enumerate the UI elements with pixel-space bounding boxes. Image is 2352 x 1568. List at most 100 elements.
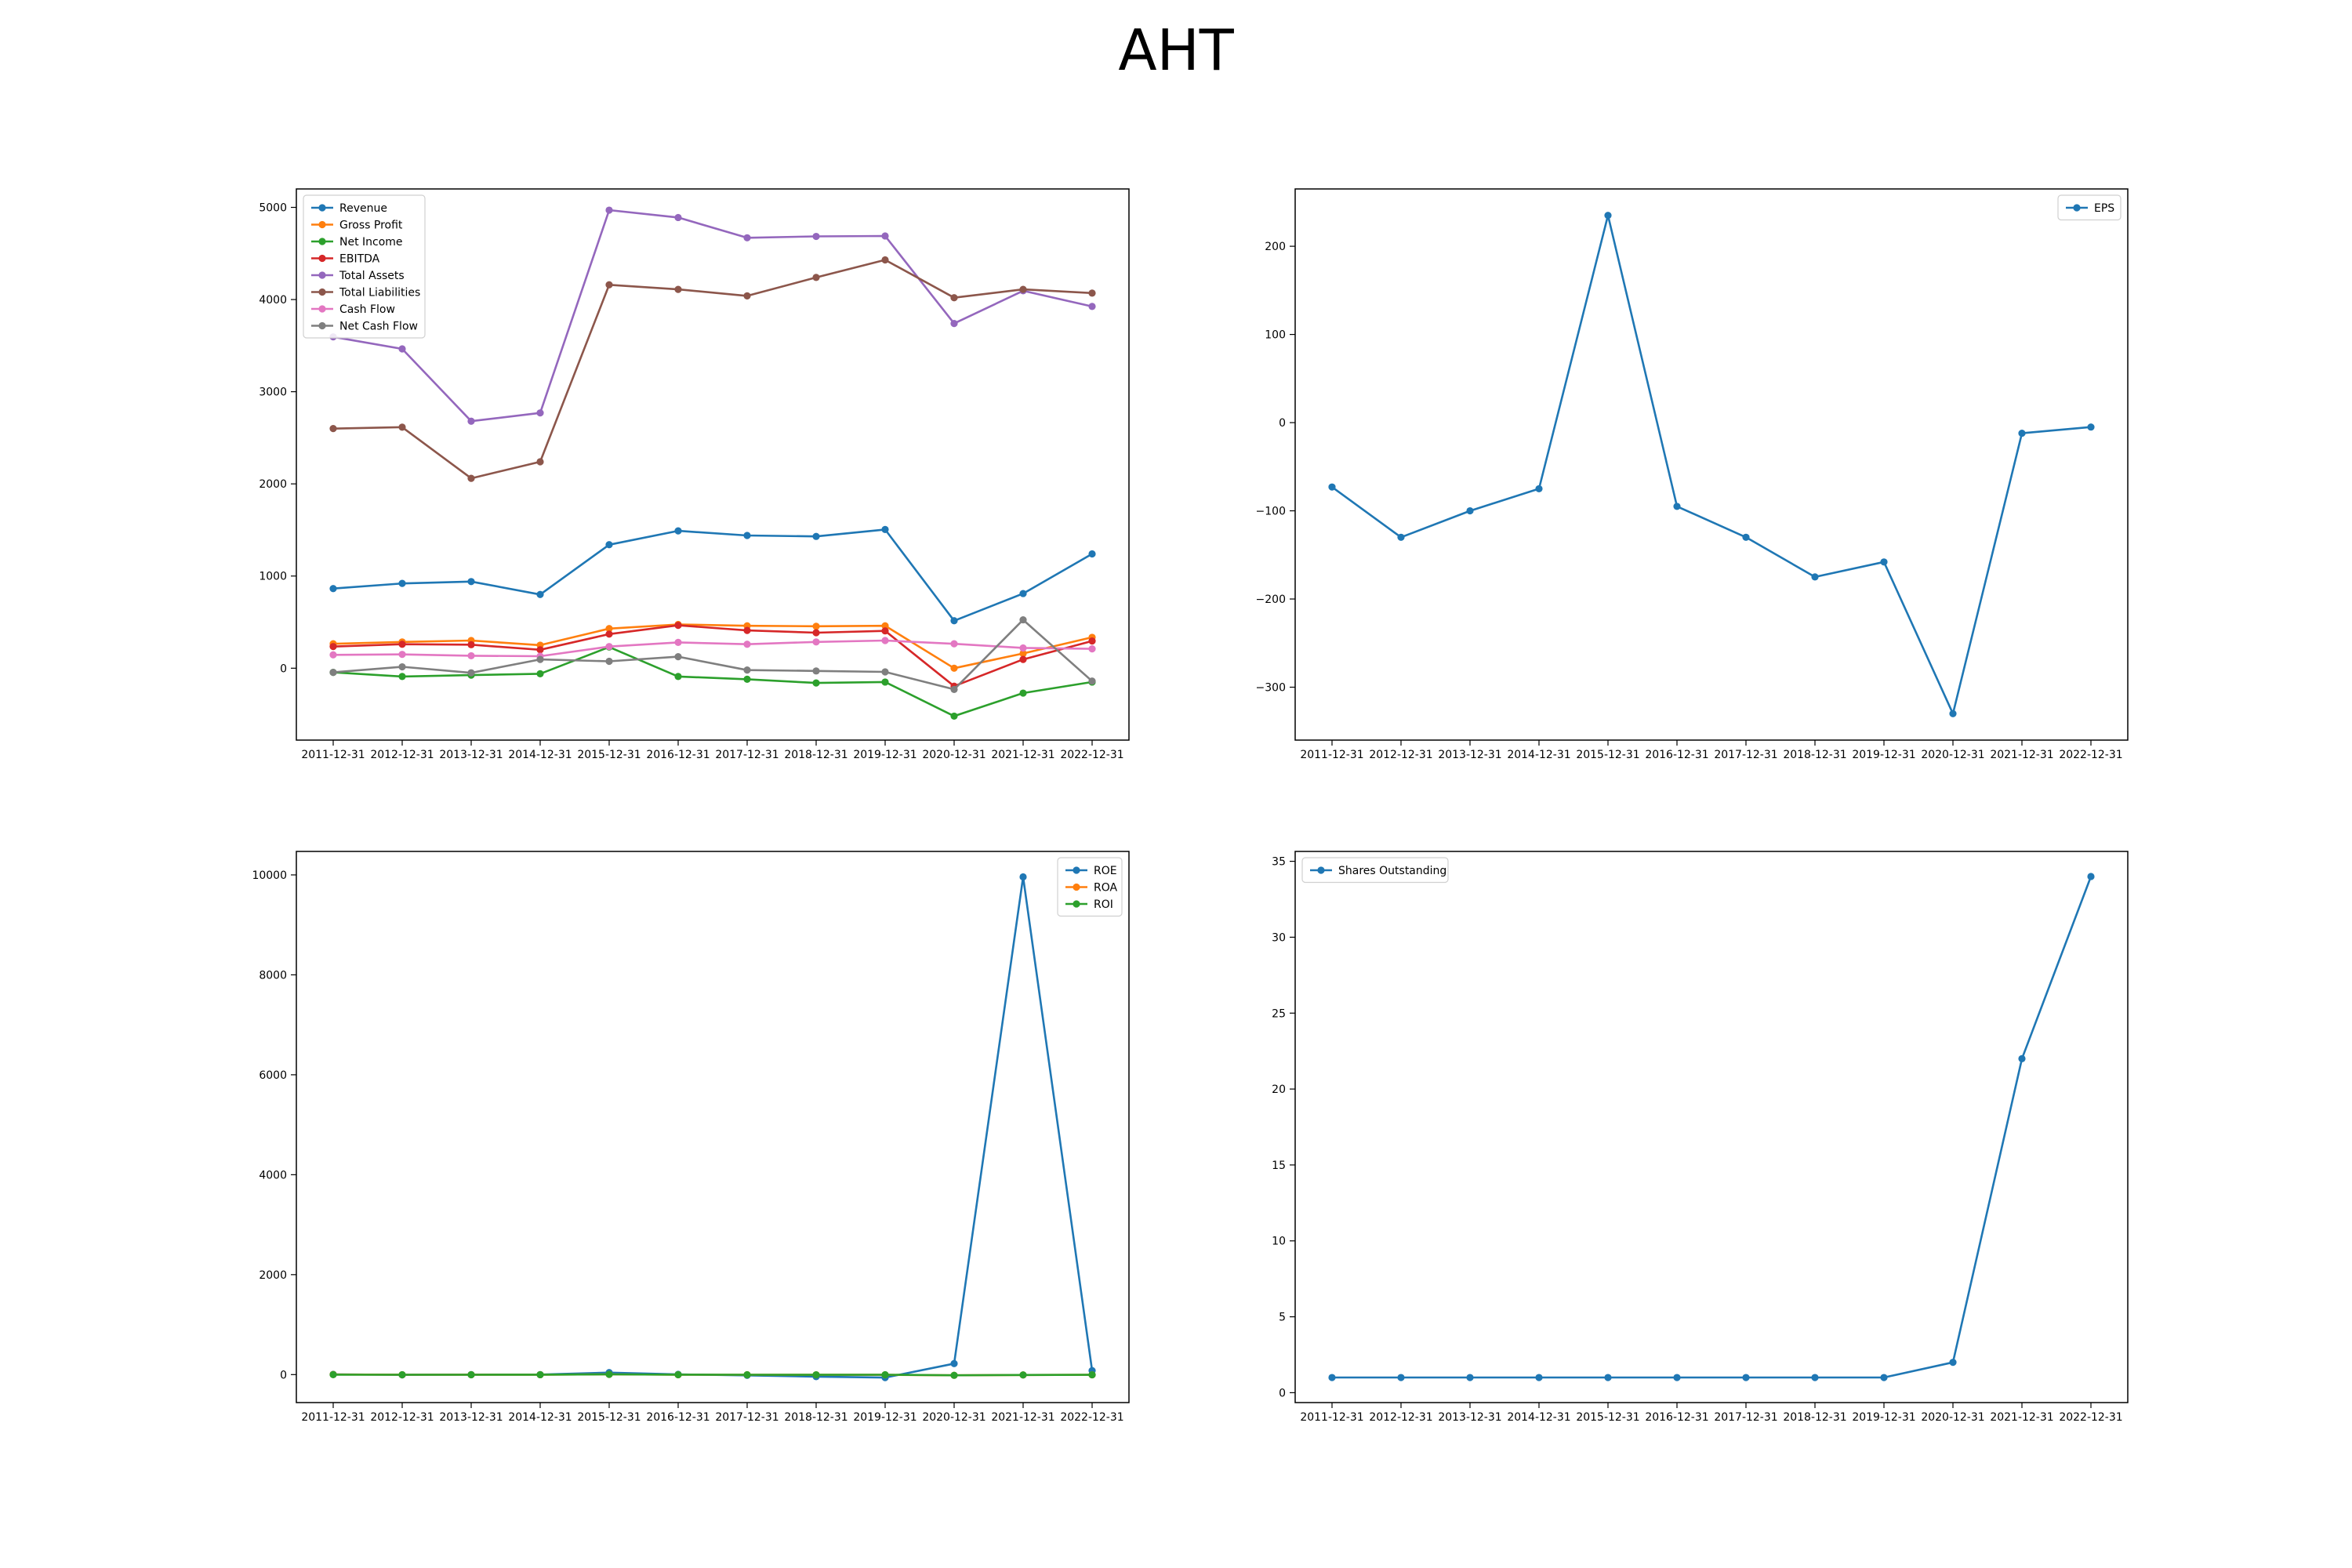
legend-marker — [318, 220, 326, 229]
legend-label: ROE — [1094, 865, 1117, 877]
data-point — [1604, 1374, 1612, 1381]
data-point — [812, 679, 820, 687]
x-tick-label: 2014-12-31 — [1507, 1411, 1570, 1424]
data-point — [467, 1370, 475, 1379]
data-point — [812, 638, 820, 646]
x-tick-label: 2019-12-31 — [853, 1411, 916, 1424]
y-tick-label: 5000 — [259, 202, 287, 215]
data-point — [605, 625, 613, 633]
series-total-assets — [329, 206, 1096, 425]
data-point — [398, 579, 406, 587]
y-tick-label: 10000 — [252, 869, 287, 882]
legend-label: ROI — [1094, 898, 1113, 911]
data-point — [329, 668, 337, 677]
data-point — [1535, 1374, 1543, 1381]
data-point — [881, 232, 889, 240]
x-tick-label: 2017-12-31 — [1714, 749, 1777, 761]
y-tick-label: −100 — [1256, 506, 1286, 518]
x-tick-label: 2016-12-31 — [646, 1411, 710, 1424]
y-tick-label: 1000 — [259, 571, 287, 583]
legend-marker — [1073, 883, 1080, 891]
legend-box — [1301, 857, 1449, 884]
data-point — [1466, 1374, 1474, 1381]
y-tick-label: 0 — [280, 1369, 287, 1381]
data-point — [674, 638, 682, 646]
data-point — [743, 292, 751, 299]
data-point — [467, 417, 475, 425]
x-tick-label: 2019-12-31 — [1852, 1411, 1915, 1424]
data-point — [674, 285, 682, 293]
data-point — [1949, 1359, 1957, 1367]
data-point — [467, 641, 475, 648]
data-point — [743, 675, 751, 684]
data-point — [881, 668, 889, 676]
series-total-liabilities — [329, 256, 1096, 482]
series-line — [1332, 876, 2092, 1379]
data-point — [1397, 533, 1405, 541]
data-point — [812, 667, 820, 675]
y-tick-label: 5 — [1279, 1312, 1286, 1324]
x-tick-label: 2018-12-31 — [1783, 1411, 1846, 1424]
series-line — [332, 209, 1093, 423]
legend-marker — [318, 321, 326, 330]
data-point — [1742, 533, 1750, 541]
data-point — [881, 1370, 889, 1379]
legend-label: Gross Profit — [339, 220, 403, 232]
x-tick-label: 2015-12-31 — [577, 749, 641, 761]
data-point — [743, 532, 751, 539]
y-tick-label: 100 — [1265, 329, 1286, 342]
data-point — [674, 1370, 682, 1379]
y-tick-label: 8000 — [259, 969, 287, 982]
data-point — [467, 669, 475, 677]
data-point — [1673, 1374, 1681, 1381]
data-point — [1328, 483, 1336, 491]
y-tick-label: 0 — [1279, 1387, 1286, 1399]
data-point — [1673, 503, 1681, 510]
chart-4: 2011-12-31 2012-12-31 2013-12-31 2014-12-31… — [1272, 851, 2129, 1424]
x-tick-label: 2020-12-31 — [922, 749, 985, 761]
series-roe — [329, 873, 1096, 1381]
data-point — [1535, 485, 1543, 493]
legend-label: Total Liabilities — [339, 287, 420, 299]
data-point — [2087, 873, 2095, 880]
x-tick-label: 2013-12-31 — [439, 749, 503, 761]
x-tick-label: 2011-12-31 — [1300, 749, 1363, 761]
x-tick-label: 2021-12-31 — [1990, 749, 2053, 761]
data-point — [398, 641, 406, 648]
series-line — [332, 528, 1093, 622]
x-tick-label: 2015-12-31 — [1576, 1411, 1639, 1424]
x-tick-label: 2020-12-31 — [1921, 749, 1984, 761]
x-tick-label: 2022-12-31 — [2059, 1411, 2122, 1424]
data-point — [1088, 289, 1096, 297]
data-point — [605, 630, 613, 638]
x-tick-label: 2016-12-31 — [646, 749, 710, 761]
series-line — [1331, 214, 2092, 715]
data-point — [536, 590, 544, 598]
series-net-cash-flow — [329, 615, 1096, 693]
data-point — [467, 652, 475, 660]
x-tick-label: 2011-12-31 — [1300, 1411, 1363, 1424]
series-revenue — [329, 525, 1096, 625]
data-point — [1088, 677, 1096, 685]
data-point — [1088, 637, 1096, 645]
y-tick-label: 25 — [1272, 1007, 1286, 1020]
x-tick-label: 2019-12-31 — [1852, 749, 1915, 761]
legend-label: Net Income — [339, 236, 403, 249]
data-point — [1397, 1374, 1405, 1381]
data-point — [1019, 285, 1027, 293]
x-tick-label: 2014-12-31 — [508, 749, 572, 761]
plot-frame — [296, 851, 1130, 1403]
data-point — [743, 234, 751, 241]
data-point — [467, 578, 475, 586]
series-line — [332, 876, 1094, 1379]
legend: EPS — [2057, 194, 2122, 221]
x-tick-label: 2014-12-31 — [508, 1411, 572, 1424]
data-point — [1088, 303, 1096, 310]
y-tick-label: −200 — [1256, 593, 1286, 606]
data-point — [1019, 615, 1027, 624]
data-point — [329, 425, 337, 433]
data-point — [398, 423, 406, 431]
legend-marker — [1317, 866, 1325, 874]
data-point — [950, 617, 958, 625]
data-point — [881, 256, 889, 264]
